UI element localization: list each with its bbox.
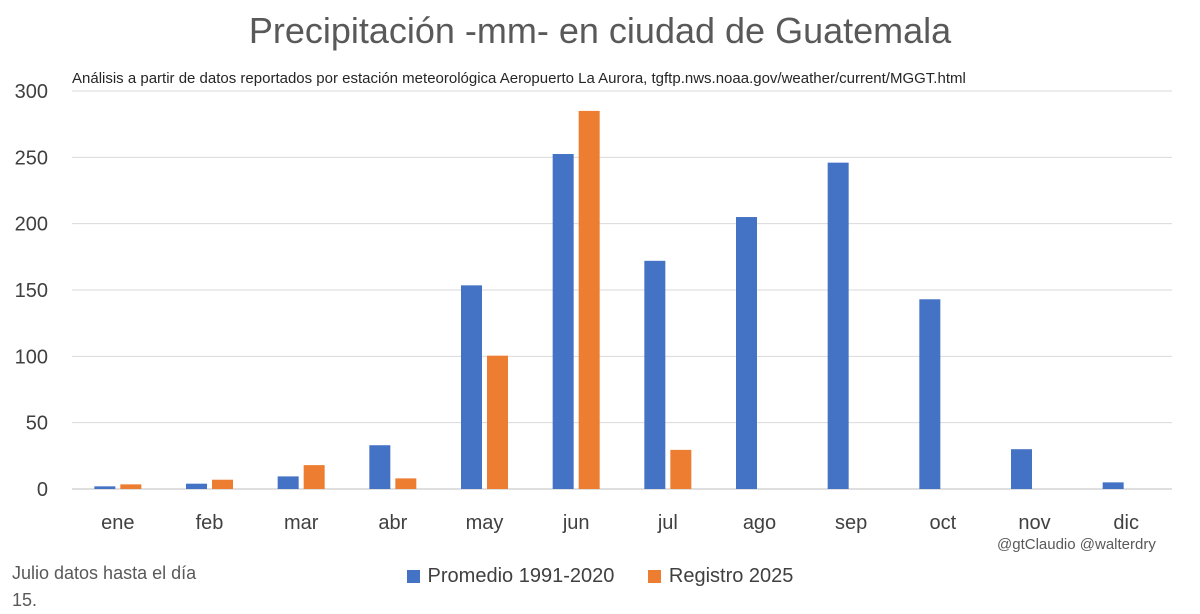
y-tick-label: 200 <box>15 214 48 236</box>
legend-swatch-promedio <box>406 570 420 583</box>
legend: Promedio 1991-2020 Registro 2025 <box>0 565 1200 589</box>
x-tick-label: nov <box>1018 512 1050 534</box>
x-tick-label: jul <box>657 512 678 534</box>
bar-promedio-nov <box>1011 449 1032 489</box>
bar-promedio-jul <box>644 260 666 489</box>
x-tick-label: ene <box>101 512 134 534</box>
x-tick-label: abr <box>378 512 407 534</box>
x-tick-label: dic <box>1113 512 1139 534</box>
bar-registro-may <box>487 355 508 489</box>
bar-registro-jun <box>578 110 600 490</box>
y-tick-label: 150 <box>15 280 48 302</box>
y-tick-label: 100 <box>15 346 48 368</box>
legend-label-promedio: Promedio 1991-2020 <box>427 565 615 587</box>
y-tick-label: 250 <box>15 147 48 169</box>
legend-item-registro: Registro 2025 <box>647 565 794 588</box>
x-tick-label: oct <box>929 512 956 534</box>
credit-text: @gtClaudio @walterdry <box>997 536 1156 553</box>
bar-promedio-oct <box>919 299 941 489</box>
bar-promedio-jun <box>552 154 574 489</box>
bar-registro-feb <box>212 479 233 489</box>
bar-registro-abr <box>395 478 417 489</box>
bar-registro-ene <box>120 484 142 489</box>
bar-promedio-dic <box>1102 482 1124 489</box>
y-tick-label: 50 <box>26 413 48 435</box>
legend-swatch-registro <box>647 570 661 583</box>
bar-promedio-abr <box>369 445 391 489</box>
bar-promedio-ene <box>94 486 116 489</box>
legend-label-registro: Registro 2025 <box>668 565 794 587</box>
x-tick-label: mar <box>284 512 319 534</box>
x-tick-label: sep <box>835 512 867 534</box>
legend-item-promedio: Promedio 1991-2020 <box>406 565 615 588</box>
bar-promedio-mar <box>277 476 299 489</box>
x-tick-label: feb <box>196 512 224 534</box>
bar-promedio-sep <box>827 162 849 489</box>
bar-promedio-may <box>461 285 482 489</box>
bar-registro-jul <box>670 449 692 489</box>
chart-title: Precipitación -mm- en ciudad de Guatemal… <box>248 10 952 51</box>
chart-subtitle: Análisis a partir de datos reportados po… <box>72 70 966 87</box>
x-tick-label: may <box>466 512 504 534</box>
bar-promedio-feb <box>186 483 207 489</box>
x-tick-label: jun <box>562 512 590 534</box>
bar-promedio-ago <box>736 217 757 490</box>
bar-registro-mar <box>303 465 325 489</box>
y-tick-label: 0 <box>37 479 48 501</box>
y-tick-label: 300 <box>15 81 48 103</box>
x-tick-label: ago <box>743 512 776 534</box>
footnote: Julio datos hasta el día 15. <box>12 563 197 610</box>
